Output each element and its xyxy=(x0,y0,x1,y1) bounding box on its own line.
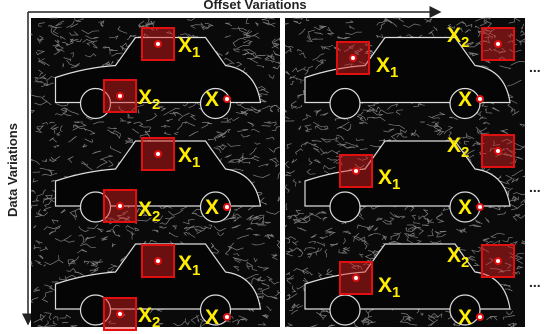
figure: Offset Variations Data Variations X1X2XX… xyxy=(0,0,547,334)
point-letter: X xyxy=(378,274,392,297)
query-point xyxy=(224,96,230,102)
point-label: X xyxy=(458,196,472,219)
point-subscript: 2 xyxy=(152,314,160,331)
patch-center xyxy=(155,41,161,47)
point-label: X xyxy=(458,88,472,111)
point-letter: X xyxy=(178,252,192,275)
patch-center xyxy=(155,151,161,157)
point-subscript: 1 xyxy=(192,44,200,61)
wheel xyxy=(330,89,360,119)
patch-center xyxy=(117,203,123,209)
point-subscript: 2 xyxy=(152,208,160,225)
point-letter: X xyxy=(205,306,219,329)
ellipsis: ... xyxy=(529,274,541,290)
point-letter: X xyxy=(458,196,472,219)
query-point xyxy=(224,314,230,320)
point-subscript: 2 xyxy=(461,34,469,51)
point-letter: X xyxy=(447,24,461,47)
point-subscript: 2 xyxy=(461,254,469,271)
point-subscript: 1 xyxy=(390,64,398,81)
point-subscript: 1 xyxy=(192,154,200,171)
query-point xyxy=(477,204,483,210)
point-letter: X xyxy=(458,88,472,111)
wheel xyxy=(330,295,360,325)
point-label: X xyxy=(205,306,219,329)
patch-center xyxy=(353,168,359,174)
point-label: X xyxy=(205,88,219,111)
point-letter: X xyxy=(138,198,152,221)
point-subscript: 1 xyxy=(392,176,400,193)
point-letter: X xyxy=(378,166,392,189)
patch-center xyxy=(353,275,359,281)
offset-label: Offset Variations xyxy=(203,0,306,12)
point-letter: X xyxy=(458,306,472,329)
patch-center xyxy=(117,311,123,317)
point-letter: X xyxy=(447,134,461,157)
point-letter: X xyxy=(138,86,152,109)
patch-center xyxy=(495,258,501,264)
query-point xyxy=(477,314,483,320)
patch-center xyxy=(495,41,501,47)
patch-center xyxy=(495,148,501,154)
data-label: Data Variations xyxy=(5,123,20,217)
point-letter: X xyxy=(178,144,192,167)
point-subscript: 1 xyxy=(392,284,400,301)
point-letter: X xyxy=(447,244,461,267)
query-point xyxy=(477,96,483,102)
point-subscript: 2 xyxy=(461,144,469,161)
patch-center xyxy=(350,55,356,61)
point-label: X xyxy=(205,196,219,219)
point-letter: X xyxy=(205,196,219,219)
point-letter: X xyxy=(205,88,219,111)
point-subscript: 2 xyxy=(152,96,160,113)
point-letter: X xyxy=(138,304,152,327)
point-subscript: 1 xyxy=(192,262,200,279)
ellipsis: ... xyxy=(529,179,541,195)
point-letter: X xyxy=(178,34,192,57)
point-label: X xyxy=(458,306,472,329)
patch-center xyxy=(155,258,161,264)
point-letter: X xyxy=(376,54,390,77)
ellipsis: ... xyxy=(529,59,541,75)
query-point xyxy=(224,204,230,210)
patch-center xyxy=(117,93,123,99)
wheel xyxy=(330,192,360,222)
